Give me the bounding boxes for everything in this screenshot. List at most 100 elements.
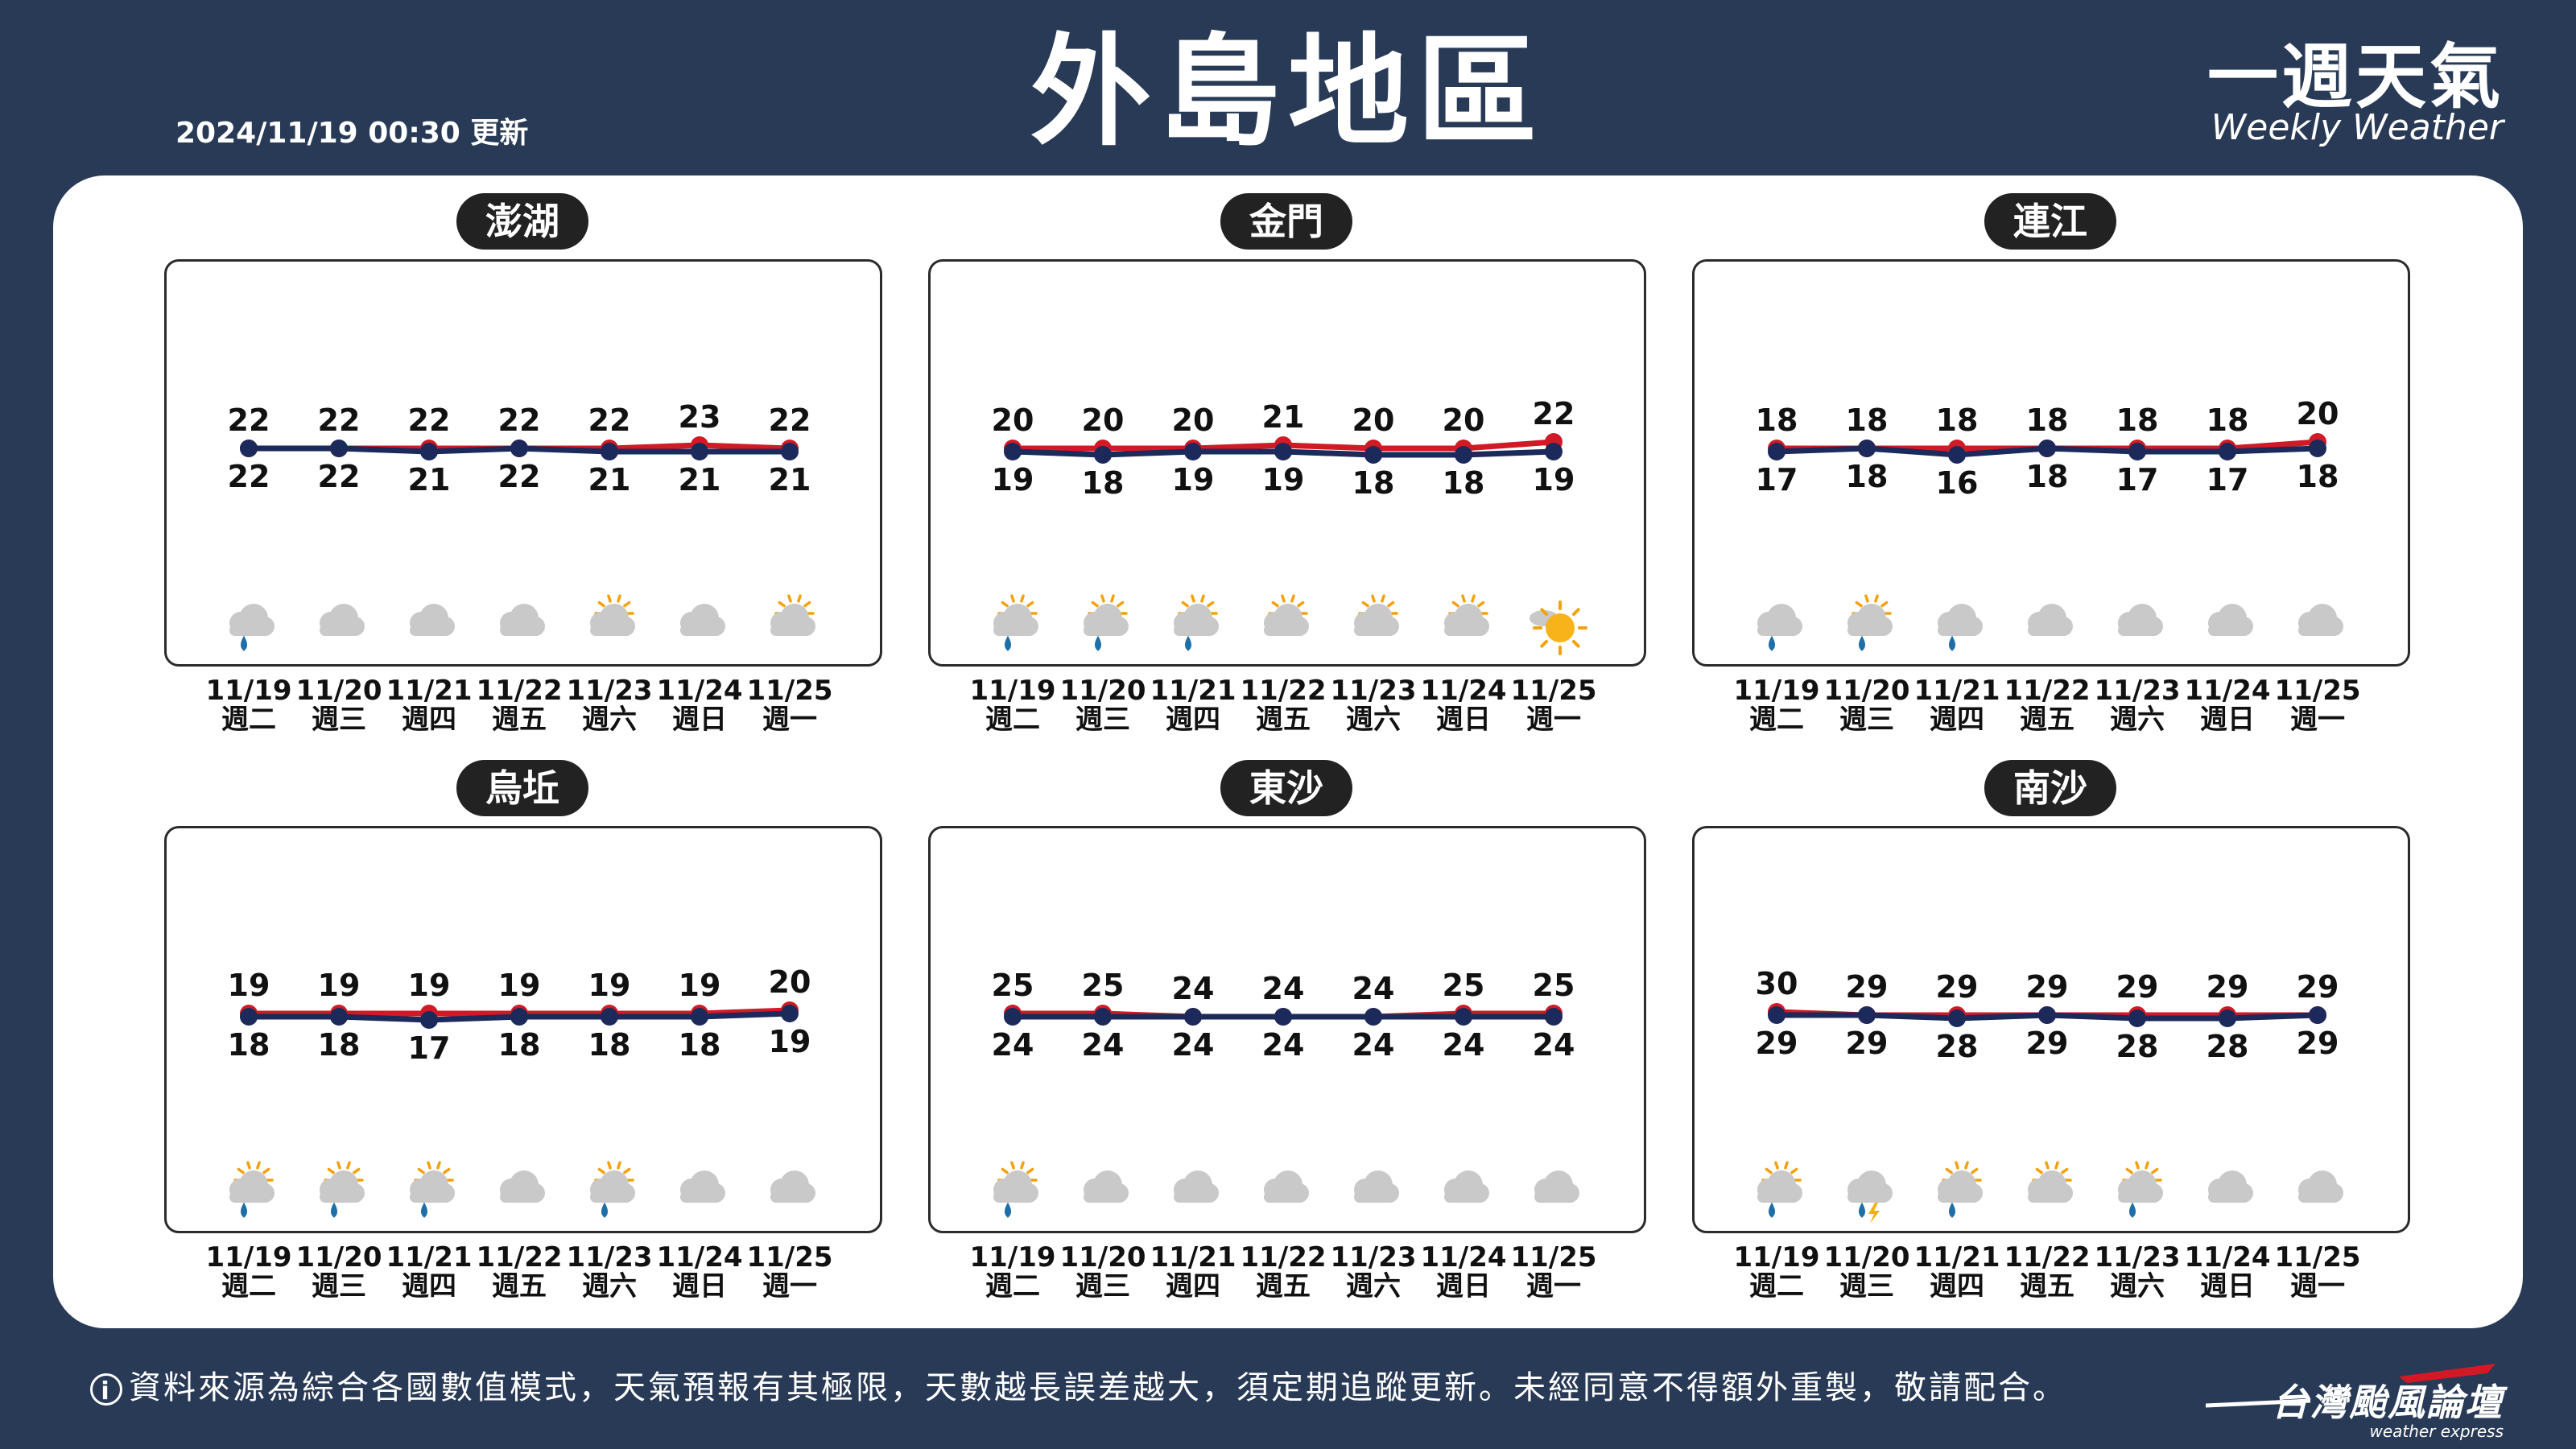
region-name-label: 烏坵 (456, 760, 588, 816)
date-label: 11/24 (656, 1241, 743, 1274)
low-temp-point (1364, 446, 1382, 464)
high-temp-label: 22 (588, 402, 631, 438)
low-temp-point (1455, 1008, 1472, 1026)
cloud-shape (590, 604, 635, 636)
cloud-shape (1084, 604, 1129, 636)
high-temp-label: 22 (408, 402, 451, 438)
day-label: 11/20 週三 (1055, 676, 1151, 734)
day-label: 11/24 週日 (2179, 1243, 2276, 1301)
weekday-label: 週六 (582, 704, 637, 736)
date-label: 11/25 (1510, 1241, 1597, 1274)
high-temp-label: 19 (588, 968, 631, 1003)
disclaimer-text: 資料來源為綜合各國數值模式，天氣預報有其極限，天數越長誤差越大，須定期追蹤更新。… (129, 1369, 2067, 1406)
sun-cloud-rain-icon (1757, 1161, 1802, 1218)
weekday-label: 週二 (985, 1270, 1040, 1302)
day-label: 11/22 週五 (471, 676, 568, 734)
low-temp-label: 18 (588, 1027, 631, 1063)
low-temp-label: 18 (318, 1027, 361, 1063)
sun-cloud-rain-icon (993, 1161, 1038, 1218)
date-label: 11/21 (1150, 675, 1236, 707)
cloudy-icon (2208, 1170, 2253, 1203)
low-temp-label: 24 (1082, 1027, 1125, 1063)
cloud-shape (680, 604, 725, 636)
cloud-shape (1264, 1170, 1309, 1203)
high-temp-label: 18 (1846, 402, 1889, 438)
weekday-label: 週三 (1839, 1270, 1894, 1302)
low-temp-label: 17 (2116, 462, 2159, 497)
high-temp-label: 24 (1262, 971, 1305, 1006)
raindrop-shape (421, 1202, 427, 1218)
high-temp-label: 22 (769, 402, 811, 438)
high-temp-label: 29 (1936, 969, 1979, 1005)
date-label: 11/21 (386, 675, 473, 707)
chart-frame (1692, 259, 2410, 667)
day-label: 11/20 週三 (291, 1243, 387, 1301)
day-label: 11/23 週六 (2089, 676, 2186, 734)
weekday-label: 週五 (492, 704, 547, 736)
high-temp-label: 21 (1262, 399, 1305, 435)
date-label: 11/20 (295, 675, 382, 707)
weekday-label: 週二 (1749, 704, 1804, 736)
cloud-rain-icon (229, 604, 275, 651)
weekday-label: 週五 (1256, 1270, 1311, 1302)
date-label: 11/24 (1420, 675, 1507, 707)
day-label: 11/23 週六 (1325, 676, 1422, 734)
weekday-label: 週二 (221, 1270, 276, 1302)
cloud-shape (770, 604, 815, 636)
partly-sunny-icon (1354, 594, 1399, 636)
temperature-chart: 30 29 29 29 29 29 29 29 29 28 29 28 28 29 (1756, 966, 2343, 1224)
forecast-card: 澎湖 22 22 22 22 22 23 22 22 22 21 22 21 21 21 11/19 週二 11/… (53, 175, 2523, 1328)
low-temp-label: 17 (1756, 462, 1798, 497)
date-label: 11/25 (2274, 675, 2361, 707)
day-label: 11/23 週六 (561, 676, 658, 734)
low-temp-point (1948, 1009, 1966, 1027)
date-label: 11/23 (2094, 675, 2181, 707)
raindrop-shape (1949, 635, 1955, 651)
temperature-chart: 18 18 18 18 18 18 20 17 18 16 18 17 17 18 (1756, 396, 2343, 651)
low-temp-point (1858, 1006, 1876, 1024)
sun-cloud-rain-icon (1938, 1161, 1983, 1218)
day-label: 11/25 週一 (1505, 1243, 1602, 1301)
raindrop-shape (241, 1202, 247, 1218)
cloud-shape (410, 1170, 455, 1203)
cloudy-icon (410, 604, 455, 636)
region-name-label: 連江 (1984, 193, 2116, 250)
weekday-label: 週一 (2290, 704, 2345, 736)
partly-sunny-icon (1444, 594, 1489, 636)
weekday-label: 週日 (2200, 704, 2255, 736)
cloud-shape (2298, 604, 2343, 636)
low-temp-point (1768, 1006, 1785, 1024)
sun-cloud-rain-icon (229, 1161, 275, 1218)
cloud-shape (1847, 604, 1893, 636)
raindrop-shape (1859, 1202, 1865, 1218)
low-temp-label: 19 (1533, 462, 1575, 497)
high-temp-label: 18 (2026, 402, 2069, 438)
weekday-label: 週三 (312, 704, 366, 736)
cloud-shape (229, 1170, 275, 1203)
low-temp-point (781, 1005, 799, 1022)
low-temp-label: 24 (1533, 1027, 1575, 1063)
day-label: 11/20 週三 (1055, 1243, 1151, 1301)
cloud-rain-icon (1938, 604, 1983, 651)
raindrop-shape (241, 635, 247, 651)
cloud-shape (590, 1170, 635, 1203)
day-label: 11/25 週一 (2269, 1243, 2366, 1301)
day-label: 11/21 週四 (381, 676, 477, 734)
weekday-label: 週五 (2020, 1270, 2074, 1302)
high-temp-label: 19 (408, 968, 451, 1003)
temperature-chart: 19 19 19 19 19 19 20 18 18 17 18 18 18 19 (228, 964, 815, 1218)
logo-text: 台灣颱風論壇 (2272, 1381, 2504, 1424)
low-temp-label: 22 (498, 459, 541, 494)
day-label: 11/22 週五 (1999, 1243, 2095, 1301)
low-temp-point (1184, 443, 1202, 460)
weekday-label: 週三 (1075, 1270, 1130, 1302)
weekday-label: 週六 (582, 1270, 637, 1302)
cloudy-icon (680, 1170, 725, 1203)
date-label: 11/24 (2184, 1241, 2271, 1274)
day-label: 11/25 週一 (1505, 676, 1602, 734)
weekday-label: 週四 (1166, 704, 1220, 736)
cloudy-icon (1444, 1170, 1489, 1203)
high-temp-label: 25 (1443, 968, 1485, 1003)
low-temp-label: 18 (679, 1027, 721, 1063)
low-temp-point (601, 1008, 618, 1026)
